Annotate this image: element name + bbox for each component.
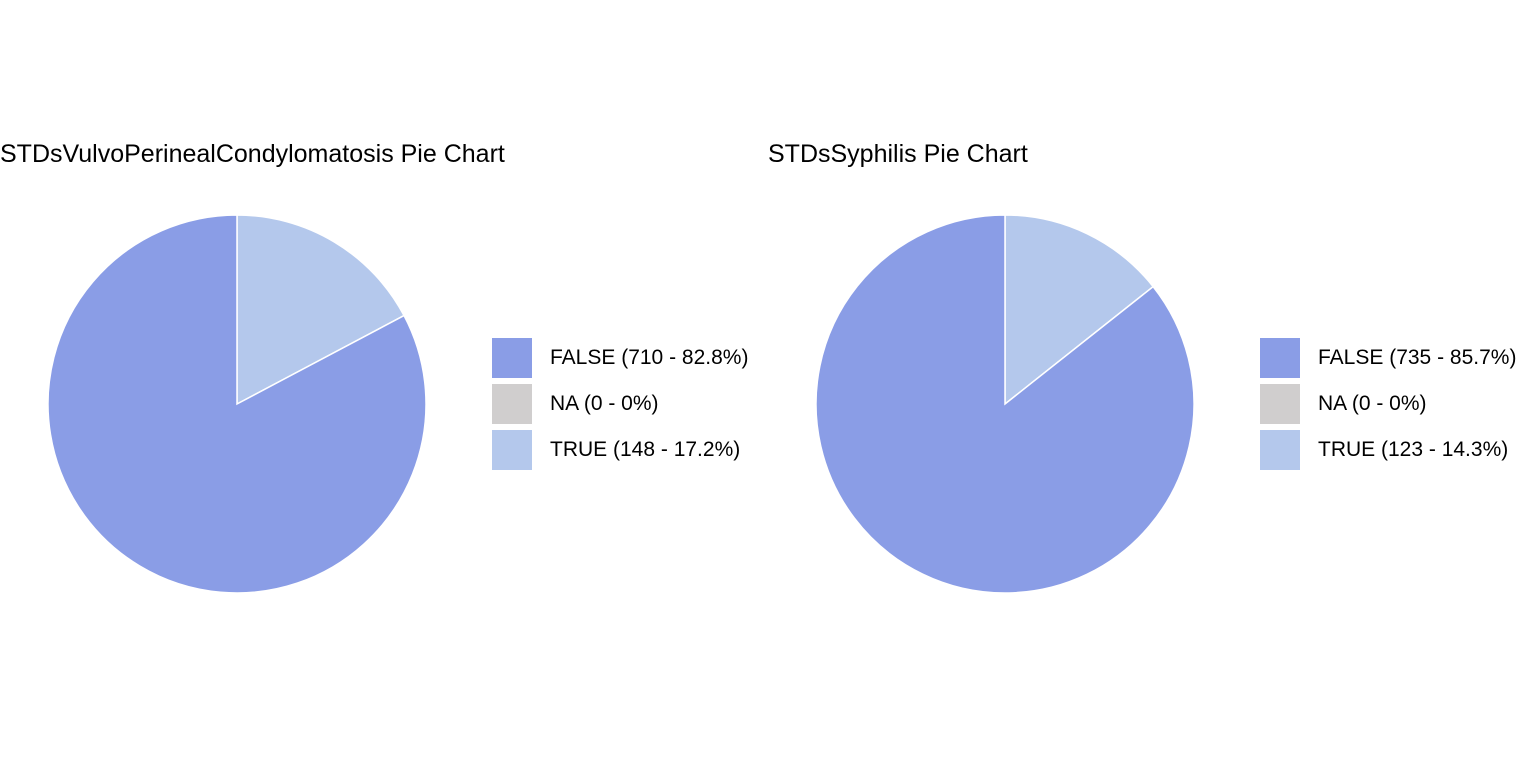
legend-label-true: TRUE (123 - 14.3%) bbox=[1318, 438, 1509, 461]
legend-label-false: FALSE (735 - 85.7%) bbox=[1318, 346, 1517, 369]
pie-slice-false bbox=[815, 214, 1195, 594]
legend-item-true: TRUE (123 - 14.3%) bbox=[1260, 429, 1536, 475]
legend-key-true bbox=[492, 430, 532, 470]
chart-title: STDsVulvoPerinealCondylomatosis Pie Char… bbox=[0, 140, 505, 168]
legend-label-na: NA (0 - 0%) bbox=[550, 392, 659, 415]
pie-chart bbox=[815, 214, 1195, 594]
legend-label-na: NA (0 - 0%) bbox=[1318, 392, 1427, 415]
pie-slice-true bbox=[1004, 214, 1155, 406]
legend-item-na: NA (0 - 0%) bbox=[1260, 383, 1536, 429]
legend-key-na bbox=[1260, 384, 1300, 424]
legend-key-na bbox=[492, 384, 532, 424]
legend: FALSE (735 - 85.7%) NA (0 - 0%) TRUE (12… bbox=[1260, 337, 1536, 475]
legend: FALSE (710 - 82.8%) NA (0 - 0%) TRUE (14… bbox=[492, 337, 768, 475]
legend-label-false: FALSE (710 - 82.8%) bbox=[550, 346, 749, 369]
pie-chart-panel-1: STDsVulvoPerinealCondylomatosis Pie Char… bbox=[0, 140, 768, 594]
pie-chart bbox=[47, 214, 427, 594]
legend-item-false: FALSE (735 - 85.7%) bbox=[1260, 337, 1536, 383]
legend-item-true: TRUE (148 - 17.2%) bbox=[492, 429, 768, 475]
legend-item-na: NA (0 - 0%) bbox=[492, 383, 768, 429]
pie-chart-panel-2: STDsSyphilis Pie Chart FALSE (735 - 85.7… bbox=[768, 0, 1536, 768]
legend-key-false bbox=[1260, 338, 1300, 378]
legend-item-false: FALSE (710 - 82.8%) bbox=[492, 337, 768, 383]
chart-title: STDsSyphilis Pie Chart bbox=[768, 140, 1028, 168]
legend-key-true bbox=[1260, 430, 1300, 470]
legend-label-true: TRUE (148 - 17.2%) bbox=[550, 438, 741, 461]
pie-slice-true bbox=[236, 214, 406, 406]
legend-key-false bbox=[492, 338, 532, 378]
pie-slice-false bbox=[47, 214, 427, 594]
